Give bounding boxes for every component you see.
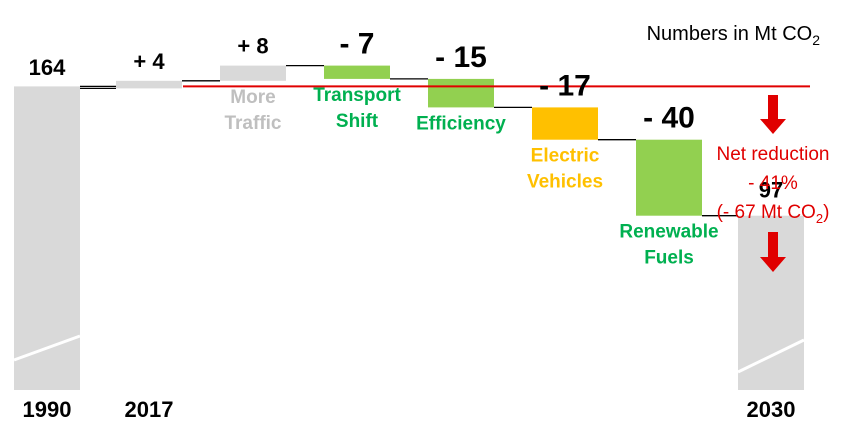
arrow-down-upper	[760, 95, 786, 134]
axis-break-2030	[737, 338, 805, 374]
category-label-more-traffic-2: Traffic	[224, 113, 281, 134]
bars	[13, 65, 805, 391]
annotation-line3-suffix: )	[823, 202, 829, 223]
value-label-electric-vehicles: - 17	[539, 69, 591, 102]
arrow-down-lower-head	[760, 257, 786, 272]
category-label-electric-vehicles-2: Vehicles	[527, 172, 603, 193]
category-label-electric-vehicles-1: Electric	[531, 146, 600, 167]
value-label-more-traffic: + 8	[237, 34, 268, 59]
category-label-1990: 1990	[23, 397, 72, 422]
labels: 164 1990 + 4 2017 + 8 More Traffic - 7 Transport…	[23, 28, 796, 422]
arrow-down-lower	[760, 232, 786, 272]
category-label-transport-shift-2: Shift	[336, 111, 379, 132]
annotation-line1: Net reduction	[716, 144, 829, 165]
value-label-renewable-fuels: - 40	[643, 102, 695, 135]
bar-efficiency	[428, 78, 494, 108]
bar-renewable-fuels	[636, 139, 702, 216]
annotation-line3: (- 67 Mt CO2)	[717, 202, 830, 226]
category-label-renewable-fuels-1: Renewable	[619, 222, 718, 243]
value-label-efficiency: - 15	[435, 41, 487, 74]
value-label-2017: + 4	[133, 49, 165, 74]
category-label-2017: 2017	[125, 397, 174, 422]
annotation-line3-subscript: 2	[816, 211, 823, 226]
units-note: Numbers in Mt CO2	[647, 23, 821, 48]
value-label-1990: 164	[29, 55, 66, 80]
category-label-transport-shift-1: Transport	[313, 85, 401, 106]
bar-transport-shift	[324, 65, 390, 79]
category-label-efficiency-1: Efficiency	[416, 113, 506, 134]
value-label-transport-shift: - 7	[339, 28, 374, 61]
arrow-down-upper-shaft	[768, 95, 778, 120]
net-reduction-annotation: Net reduction - 41% (- 67 Mt CO2)	[716, 95, 830, 272]
bar-electric-vehicles	[532, 107, 598, 140]
annotation-line3-prefix: (- 67 Mt CO	[717, 202, 816, 223]
arrow-down-lower-shaft	[768, 232, 778, 258]
arrow-down-upper-head	[760, 119, 786, 134]
category-label-2030: 2030	[747, 397, 796, 422]
bar-2017	[116, 80, 182, 89]
value-label-2030: 97	[759, 178, 783, 203]
bar-1990	[14, 86, 80, 391]
bar-more-traffic	[220, 65, 286, 81]
category-label-more-traffic-1: More	[230, 87, 275, 108]
axis-break-1990	[13, 334, 81, 362]
category-label-renewable-fuels-2: Fuels	[644, 248, 694, 269]
annotation-line2: - 41%	[748, 173, 798, 194]
connector-lines	[80, 64, 738, 217]
